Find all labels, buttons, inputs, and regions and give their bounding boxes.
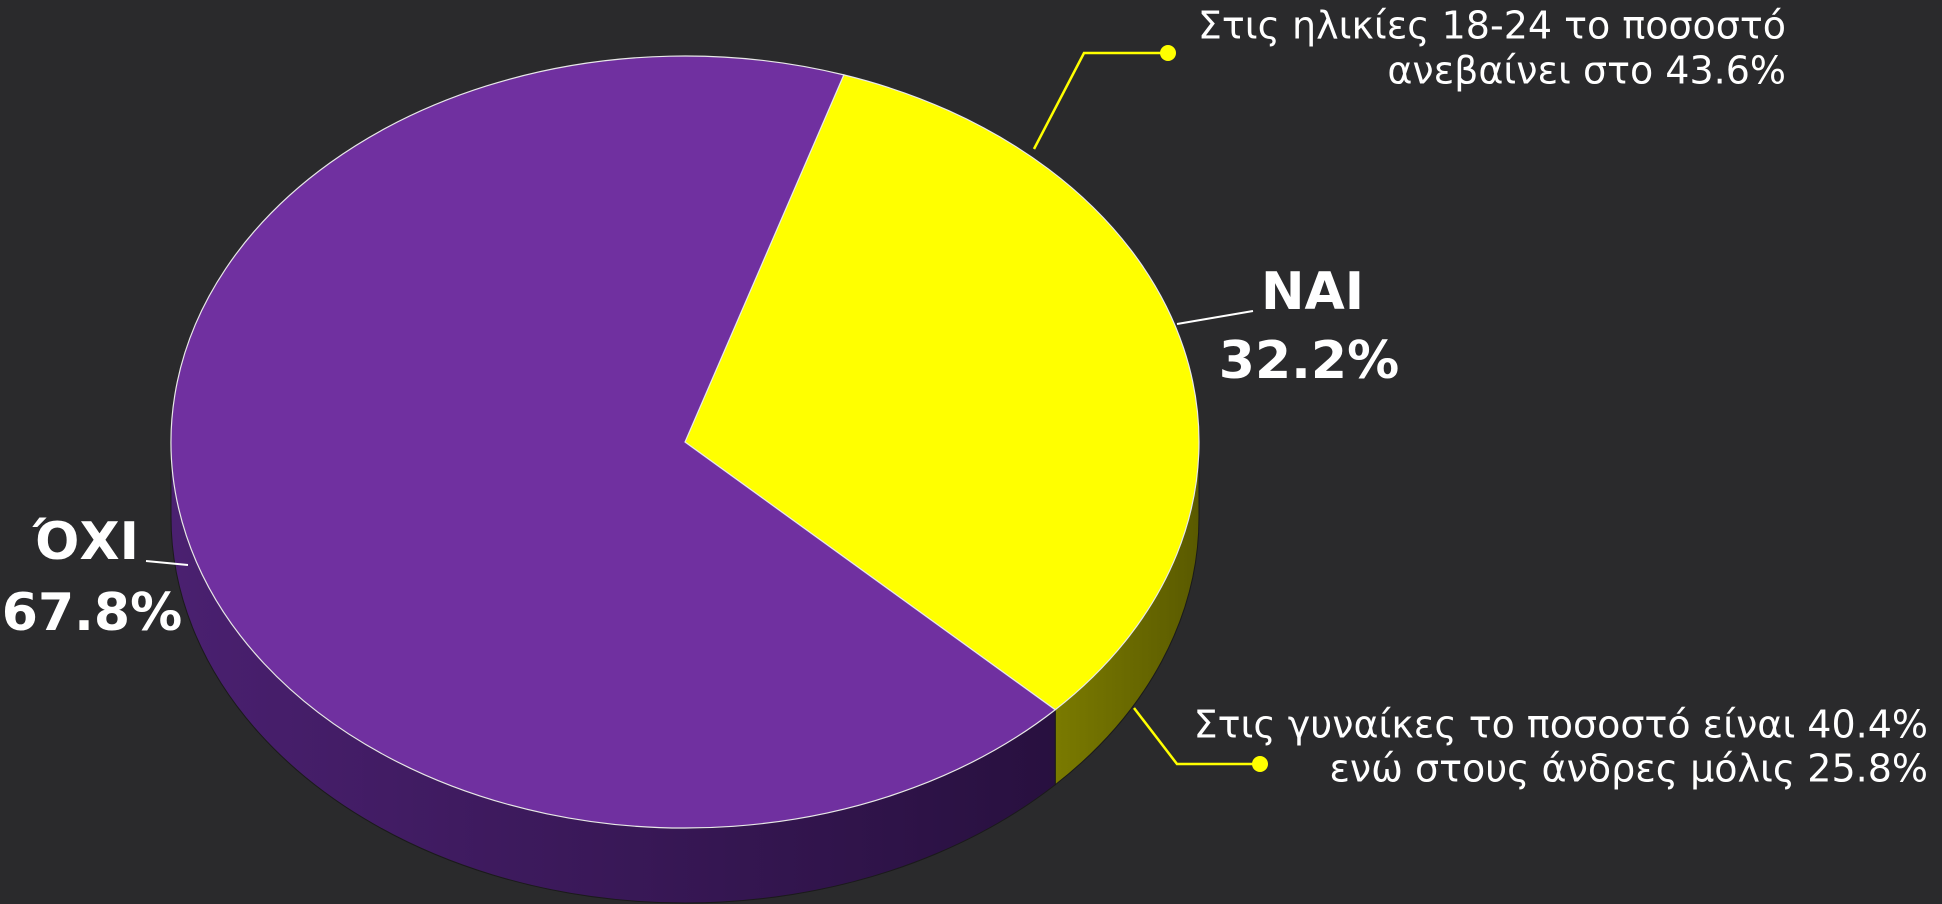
pie	[170, 55, 1200, 904]
annotation-text: Στις ηλικίες 18-24 το ποσοστό	[1198, 4, 1786, 48]
pie-slice	[170, 55, 1057, 829]
annotation-text: ενώ στους άνδρες μόλις 25.8%	[1329, 747, 1928, 791]
annotation-dot	[1160, 45, 1176, 61]
annotation-line	[1133, 707, 1260, 766]
category-label: ΝΑΙ	[1261, 262, 1364, 322]
annotation-line	[1032, 51, 1168, 150]
leader-line	[1176, 310, 1254, 325]
leader-line	[145, 560, 189, 566]
labels: ΝΑΙ 32.2% ΌΧΙ 67.8% Στις ηλικίες 18-24 το πο…	[2, 4, 1928, 791]
annotation-dot	[1252, 756, 1268, 772]
annotation-text: ανεβαίνει στο 43.6%	[1387, 49, 1786, 93]
category-label: ΌΧΙ	[32, 512, 139, 572]
value-label: 67.8%	[2, 583, 182, 643]
value-label: 32.2%	[1219, 331, 1399, 391]
annotation-text: Στις γυναίκες το ποσοστό είναι 40.4%	[1194, 703, 1928, 747]
pie-slice	[684, 74, 1200, 711]
